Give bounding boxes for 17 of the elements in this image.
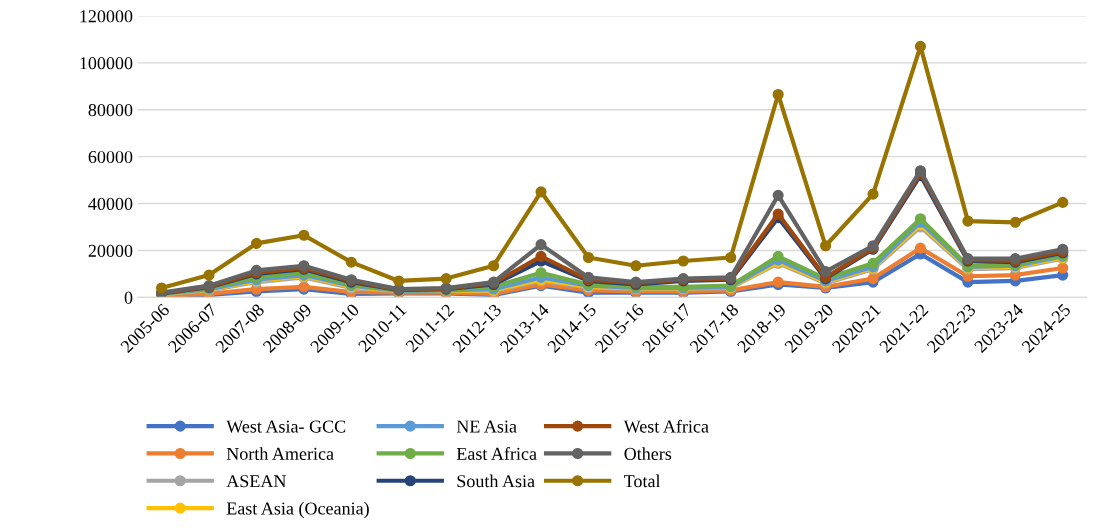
y-tick-label: 60000 <box>88 150 133 164</box>
legend-label: East Africa <box>456 447 537 460</box>
y-tick-label: 100000 <box>80 57 133 70</box>
legend-label: Total <box>624 474 661 488</box>
legend-label: West Asia- GCC <box>226 420 346 433</box>
legend-label: Others <box>624 447 672 460</box>
legend-label: ASEAN <box>226 475 287 488</box>
legend-label: North America <box>226 447 334 460</box>
y-tick-label: 120000 <box>80 10 133 23</box>
legend-label: NE Asia <box>456 420 517 433</box>
y-tick-label: 40000 <box>88 197 133 210</box>
legend-label: East Asia (Oceania) <box>226 501 369 519</box>
legend-label: South Asia <box>457 474 535 488</box>
y-tick-label: 80000 <box>88 104 133 117</box>
legend-label: West Africa <box>623 419 709 433</box>
y-tick-label: 0 <box>124 291 133 304</box>
y-tick-label: 20000 <box>88 244 133 257</box>
